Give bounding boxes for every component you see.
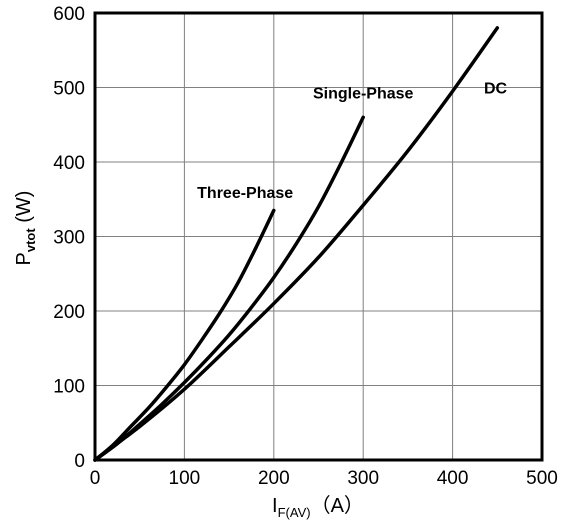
curve-label-single-phase: Single-Phase <box>313 86 414 103</box>
y-tick-label-400: 400 <box>53 153 85 174</box>
series-line-single-phase <box>93 115 365 462</box>
y-axis-title: Pvtot (W) <box>13 191 38 266</box>
curve-label-three-phase: Three-Phase <box>197 185 293 202</box>
x-axis-title-main: I <box>272 495 278 517</box>
x-tick-label-200: 200 <box>258 468 290 489</box>
x-tick-label-300: 300 <box>347 468 379 489</box>
curve-labels: Three-Phase Single-Phase DC <box>197 80 507 201</box>
x-axis-title: IF(AV)（A） <box>272 494 364 520</box>
x-tick-labels: 0 100 200 300 400 500 <box>90 468 558 489</box>
x-tick-label-100: 100 <box>169 468 201 489</box>
series-line-dc <box>93 26 500 462</box>
y-axis-title-unit: (W) <box>13 191 35 229</box>
x-tick-label-0: 0 <box>90 468 101 489</box>
y-tick-label-0: 0 <box>74 451 85 472</box>
y-tick-label-500: 500 <box>53 79 85 100</box>
y-tick-label-100: 100 <box>53 377 85 398</box>
x-tick-label-500: 500 <box>526 468 558 489</box>
x-tick-label-400: 400 <box>437 468 469 489</box>
y-tick-label-300: 300 <box>53 228 85 249</box>
y-tick-label-200: 200 <box>53 302 85 323</box>
y-axis-title-main: P <box>13 252 35 265</box>
y-axis-title-sub: vtot <box>23 228 38 253</box>
curve-label-dc: DC <box>484 80 508 97</box>
x-axis-title-unit: （A） <box>311 494 364 517</box>
y-tick-label-600: 600 <box>53 4 85 25</box>
x-axis-title-sub: F(AV) <box>278 505 311 520</box>
curves <box>93 26 500 462</box>
plot-frame <box>93 11 544 462</box>
y-tick-labels: 0 100 200 300 400 500 600 <box>53 4 85 472</box>
series-line-three-phase <box>93 208 276 462</box>
